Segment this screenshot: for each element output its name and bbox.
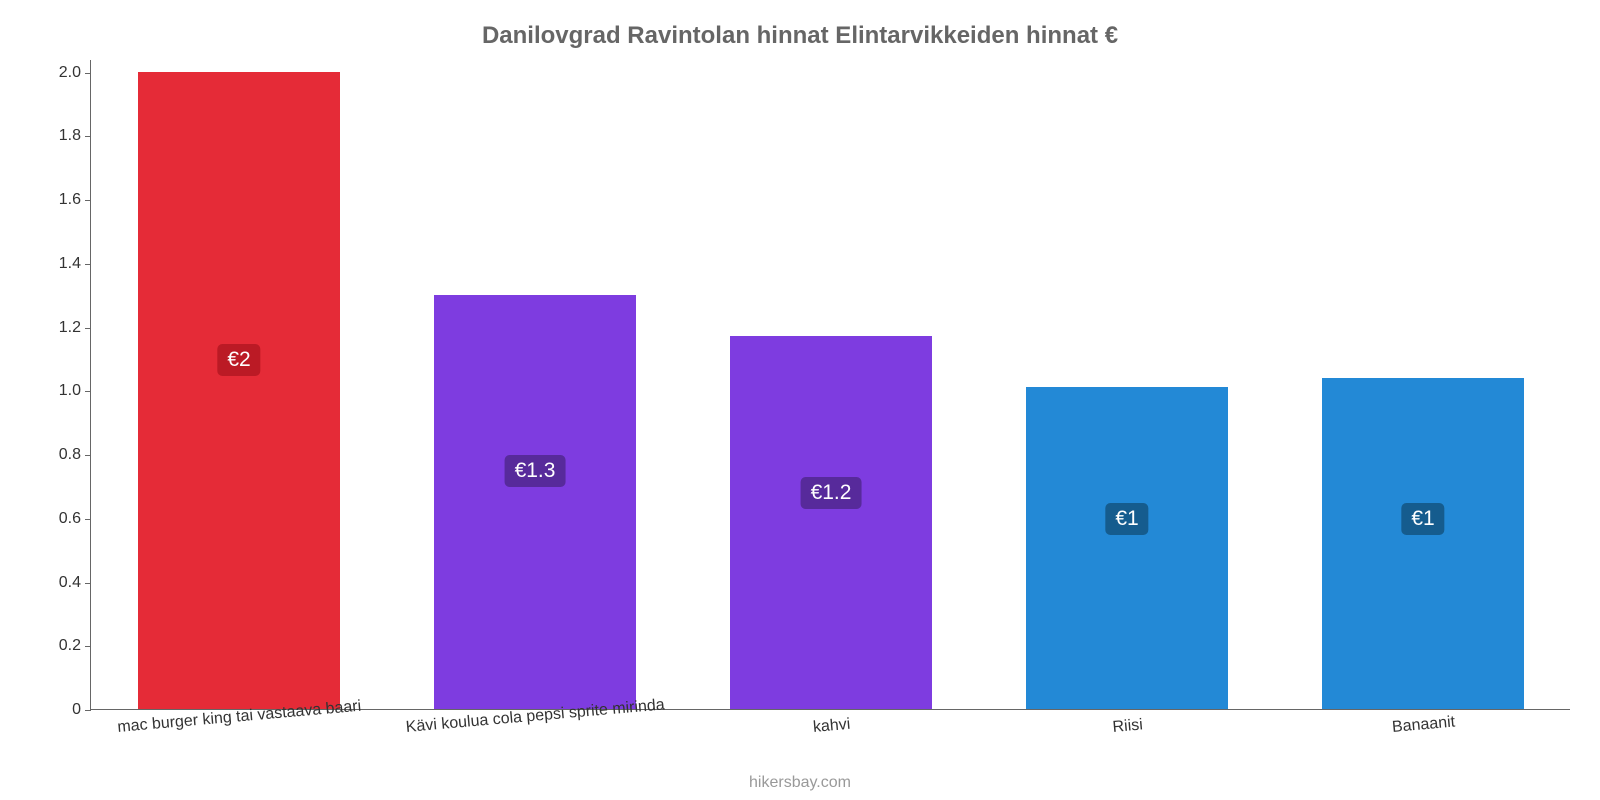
bar [1322,378,1523,709]
y-tick-label: 2.0 [59,64,91,82]
plot-area: 00.20.40.60.81.01.21.41.61.82.0€2mac bur… [90,60,1570,710]
y-tick-label: 0.4 [59,574,91,592]
x-tick-label: Riisi [1112,716,1144,737]
value-badge-wrap: €1.2 [801,477,862,509]
y-tick-label: 1.8 [59,127,91,145]
y-tick-label: 0.2 [59,637,91,655]
price-chart: Danilovgrad Ravintolan hinnat Elintarvik… [0,0,1600,800]
y-tick-label: 0.8 [59,446,91,464]
bar [730,336,931,709]
bar [434,295,635,709]
y-tick-label: 1.6 [59,191,91,209]
value-badge-wrap: €1.3 [505,455,566,487]
value-badge-wrap: €1 [1401,503,1444,535]
value-badge: €1 [1401,503,1444,535]
y-tick-label: 1.4 [59,255,91,273]
value-badge: €2 [217,344,260,376]
y-tick-label: 1.0 [59,382,91,400]
chart-title: Danilovgrad Ravintolan hinnat Elintarvik… [0,22,1600,50]
value-badge: €1.2 [801,477,862,509]
y-tick-label: 1.2 [59,319,91,337]
x-tick-label: Banaanit [1391,713,1456,736]
x-tick-label: kahvi [812,716,851,737]
y-tick-label: 0 [72,701,91,719]
value-badge: €1 [1105,503,1148,535]
bar [138,72,339,709]
value-badge-wrap: €1 [1105,503,1148,535]
bar [1026,387,1227,709]
credit-text: hikersbay.com [0,774,1600,792]
value-badge-wrap: €2 [217,344,260,376]
y-tick-label: 0.6 [59,510,91,528]
value-badge: €1.3 [505,455,566,487]
